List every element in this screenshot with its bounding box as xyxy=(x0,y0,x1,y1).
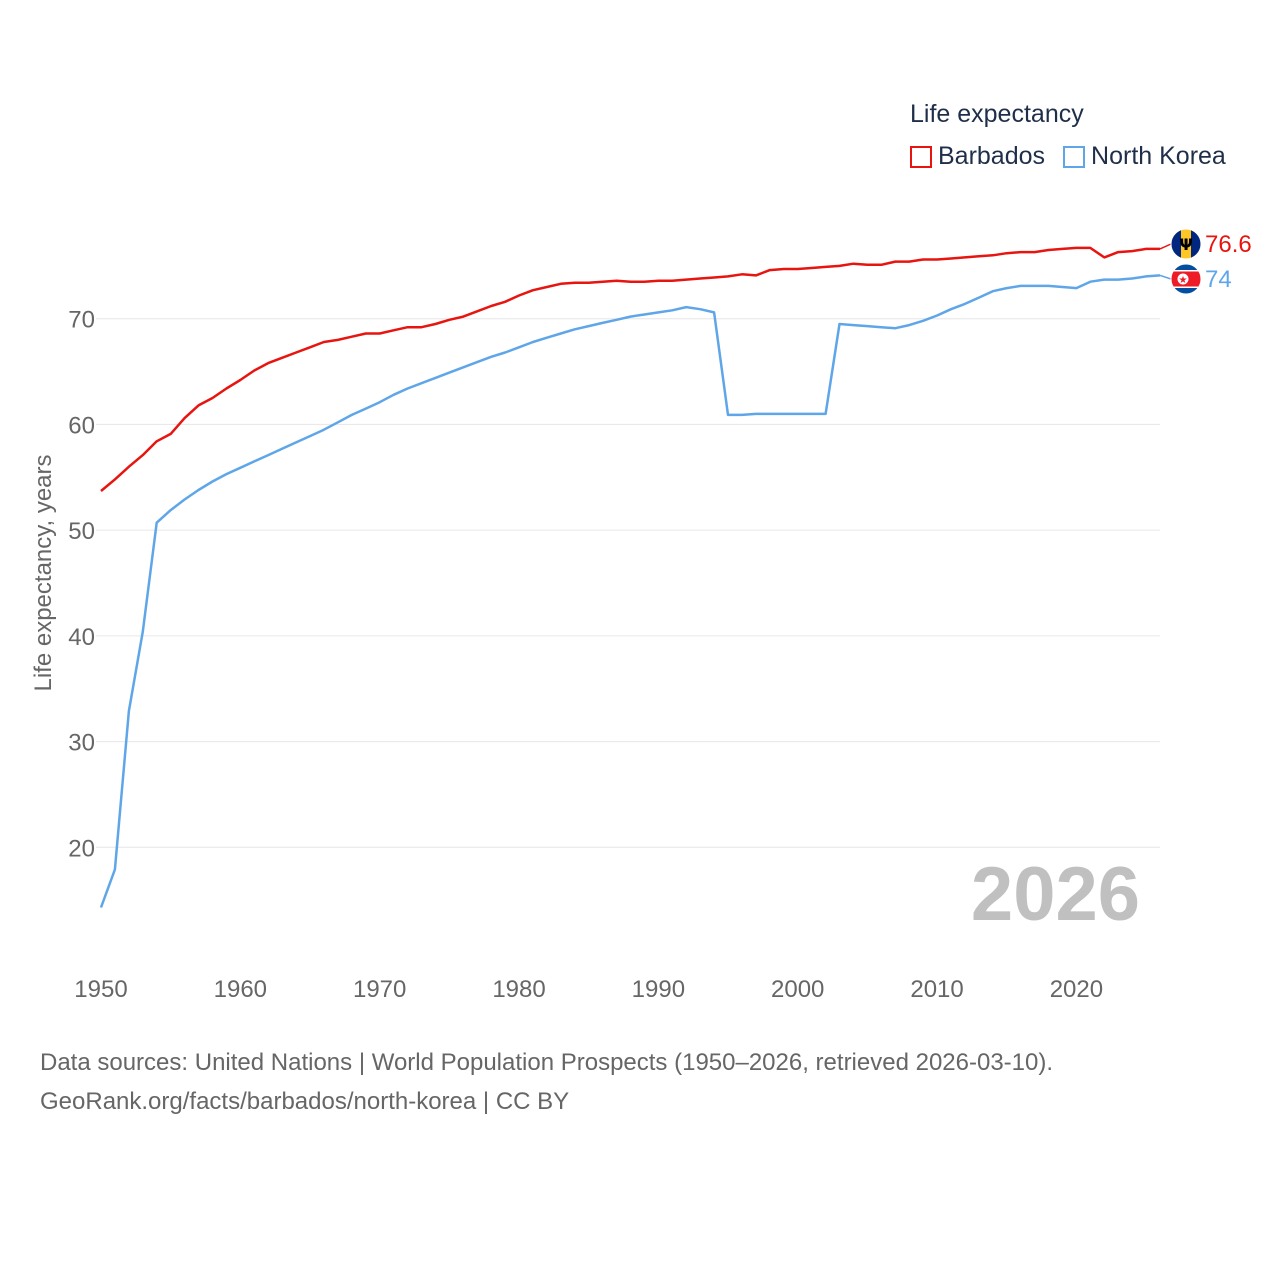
flag-icon-barbados: Ψ xyxy=(1171,229,1201,259)
x-tick-label-1980: 1980 xyxy=(492,976,545,1003)
flag-border-barbados xyxy=(1170,228,1202,260)
source-line-2[interactable]: GeoRank.org/facts/barbados/north-korea |… xyxy=(40,1088,570,1115)
year-label: 2026 xyxy=(971,852,1140,937)
legend-label-north-korea: North Korea xyxy=(1091,142,1226,170)
legend-item-barbados[interactable]: Barbados xyxy=(910,142,1045,171)
y-tick-label-60: 60 xyxy=(68,412,95,439)
y-axis-label: Life expectancy, years xyxy=(30,454,57,691)
legend-item-north-korea[interactable]: North Korea xyxy=(1063,142,1226,171)
y-tick-label-40: 40 xyxy=(68,624,95,651)
y-tick-label-50: 50 xyxy=(68,518,95,545)
source-line-1: Data sources: United Nations | World Pop… xyxy=(40,1049,1054,1076)
x-tick-label-2000: 2000 xyxy=(771,976,824,1003)
legend-title: Life expectancy xyxy=(910,100,1084,128)
flag-icon-north-korea: ★ xyxy=(1171,264,1201,294)
x-tick-label-2020: 2020 xyxy=(1050,976,1103,1003)
svg-text:Ψ: Ψ xyxy=(1179,235,1193,254)
x-tick-label-1990: 1990 xyxy=(632,976,685,1003)
legend-label-barbados: Barbados xyxy=(938,142,1046,170)
x-tick-label-2010: 2010 xyxy=(910,976,963,1003)
y-tick-label-70: 70 xyxy=(68,307,95,334)
y-tick-label-20: 20 xyxy=(68,835,95,862)
data-source: Data sources: United Nations | World Pop… xyxy=(40,1043,1053,1121)
end-connector-barbados xyxy=(1159,243,1172,250)
legend-swatch-north-korea xyxy=(1063,145,1086,168)
y-tick-label-30: 30 xyxy=(68,730,95,757)
flag-border-north-korea xyxy=(1170,263,1202,295)
x-tick-label-1960: 1960 xyxy=(214,976,267,1003)
end-value-label-north-korea: 74 xyxy=(1205,266,1232,293)
x-tick-label-1970: 1970 xyxy=(353,976,406,1003)
series-line-barbados xyxy=(100,246,1160,492)
legend: Barbados North Korea xyxy=(910,142,1226,171)
svg-text:★: ★ xyxy=(1179,275,1188,286)
series-line-north-korea xyxy=(99,274,1161,908)
x-tick-label-1950: 1950 xyxy=(74,976,127,1003)
end-connector-north-korea xyxy=(1159,274,1172,280)
end-value-label-barbados: 76.6 xyxy=(1205,231,1252,258)
legend-swatch-barbados xyxy=(910,145,932,168)
